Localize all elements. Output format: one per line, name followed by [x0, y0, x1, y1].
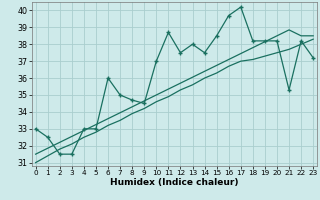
X-axis label: Humidex (Indice chaleur): Humidex (Indice chaleur) [110, 178, 239, 187]
